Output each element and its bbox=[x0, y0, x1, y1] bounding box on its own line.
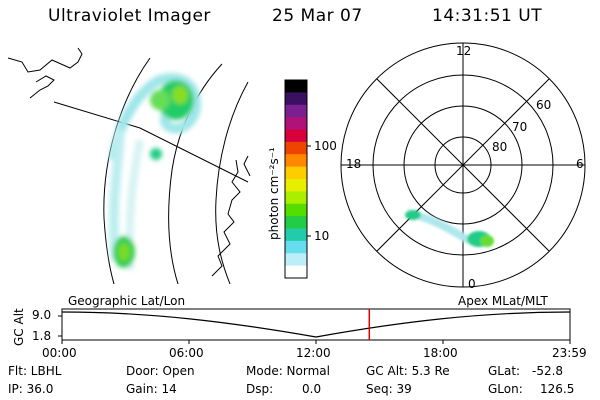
geographic-map bbox=[7, 47, 251, 285]
date-label: 25 Mar 07 bbox=[272, 6, 363, 26]
timeline-x-tick: 06:00 bbox=[169, 346, 204, 360]
colorbar-swatch bbox=[285, 216, 307, 229]
polar-plot bbox=[340, 42, 586, 288]
colorbar-swatch bbox=[285, 191, 307, 205]
colorbar-swatch bbox=[285, 117, 307, 130]
colorbar-tick-10: 10 bbox=[314, 229, 330, 243]
gain-status: Gain: 14 bbox=[126, 382, 177, 396]
timeline-x-tick: 23:59 bbox=[552, 346, 587, 360]
colorbar-swatch bbox=[285, 141, 307, 155]
mlt-label-dawn: 6 bbox=[576, 157, 584, 171]
colorbar-swatch bbox=[285, 104, 307, 118]
dsp-label: Dsp: bbox=[246, 382, 274, 396]
colorbar-swatch bbox=[285, 154, 307, 168]
sequence-status: Seq: 39 bbox=[366, 382, 412, 396]
colorbar-swatch bbox=[285, 92, 307, 106]
geographic-coords-label: Geographic Lat/Lon bbox=[68, 294, 186, 308]
glon-label: GLon: bbox=[488, 382, 523, 396]
longitude-line bbox=[53, 101, 249, 183]
timeline-y-top: 9.0 bbox=[32, 308, 52, 322]
latitude-arc bbox=[168, 63, 223, 285]
lat-label-80: 80 bbox=[492, 140, 508, 154]
ip-status: IP: 36.0 bbox=[8, 382, 54, 396]
glat-value: -52.8 bbox=[532, 364, 564, 378]
latitude-arc bbox=[215, 81, 249, 285]
colorbar-swatch bbox=[285, 166, 307, 180]
colorbar-swatch bbox=[285, 265, 307, 279]
instrument-title: Ultraviolet Imager bbox=[48, 6, 211, 26]
colorbar-tick-100: 100 bbox=[314, 139, 337, 153]
aurora-emission-map bbox=[108, 73, 202, 271]
timeline-axis-label: GC Alt bbox=[12, 308, 26, 346]
latitude-arc bbox=[103, 57, 151, 285]
aurora-emission-polar bbox=[405, 209, 494, 248]
coastline bbox=[211, 155, 251, 277]
timeline-x-tick: 00:00 bbox=[42, 346, 77, 360]
colorbar-swatch bbox=[285, 80, 307, 93]
colorbar-swatch bbox=[285, 179, 307, 192]
mlt-label-noon: 12 bbox=[456, 44, 472, 58]
lat-label-60: 60 bbox=[536, 98, 552, 112]
apex-coords-label: Apex MLat/MLT bbox=[458, 294, 548, 308]
time-label: 14:31:51 UT bbox=[432, 6, 543, 26]
glon-value: 126.5 bbox=[540, 382, 575, 396]
lat-label-70: 70 bbox=[512, 120, 528, 134]
mlt-label-dusk: 18 bbox=[346, 157, 362, 171]
mode-status: Mode: Normal bbox=[246, 364, 330, 378]
altitude-curve bbox=[61, 311, 571, 338]
coastline bbox=[7, 47, 83, 99]
colorbar-swatch bbox=[285, 129, 307, 143]
glat-label: GLat: bbox=[488, 364, 521, 378]
dsp-value: 0.0 bbox=[302, 382, 322, 396]
mlt-label-midnight: 0 bbox=[468, 277, 476, 291]
filter-status: Flt: LBHL bbox=[8, 364, 62, 378]
timeline-x-tick: 18:00 bbox=[423, 346, 458, 360]
altitude-timeline bbox=[58, 308, 571, 344]
timeline-y-bottom: 1.8 bbox=[32, 329, 52, 343]
colorbar-swatch bbox=[285, 228, 307, 242]
colorbar-swatch bbox=[285, 253, 307, 267]
door-status: Door: Open bbox=[126, 364, 195, 378]
color-scale-bar bbox=[284, 79, 311, 279]
colorbar-swatch bbox=[285, 203, 307, 217]
colorbar-units-label: photon cm⁻²s⁻¹ bbox=[267, 147, 281, 240]
gc-alt-status: GC Alt: 5.3 Re bbox=[366, 364, 450, 378]
colorbar-swatch bbox=[285, 240, 307, 254]
timeline-x-tick: 12:00 bbox=[296, 346, 331, 360]
